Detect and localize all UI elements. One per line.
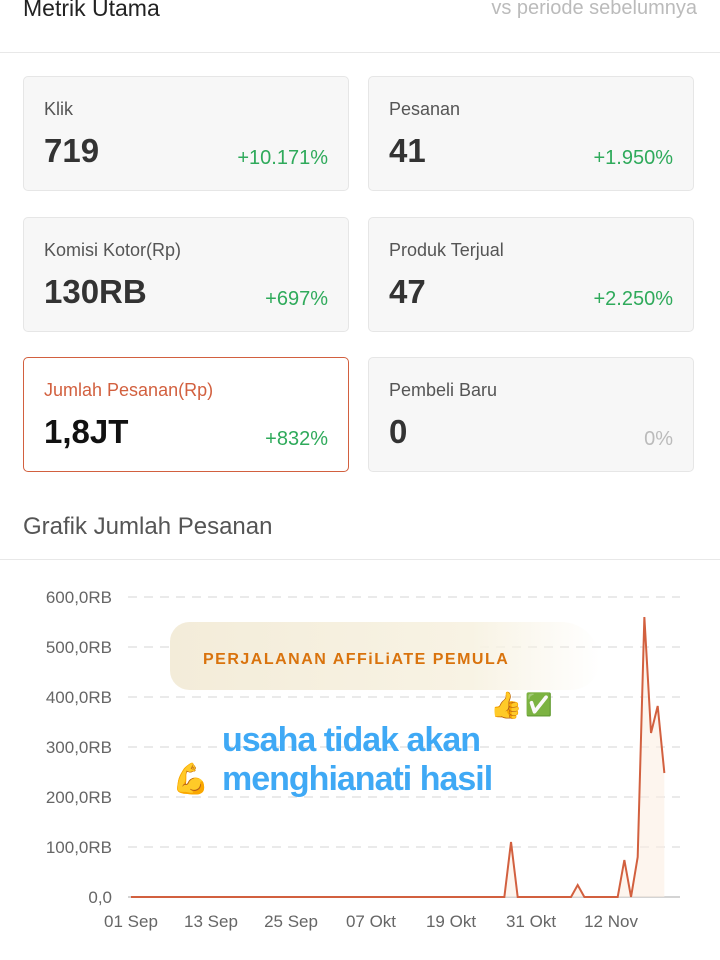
flexed-biceps-icon: 💪 — [172, 763, 210, 796]
overlay-banner: PERJALANAN AFFiLiATE PEMULA — [170, 618, 620, 693]
metric-card[interactable]: Pembeli Baru 0 0% — [368, 357, 694, 472]
x-tick-label: 12 Nov — [584, 912, 638, 931]
metric-label: Pembeli Baru — [389, 380, 498, 400]
y-tick-label: 500,0RB — [46, 638, 112, 657]
metric-value: 41 — [389, 132, 426, 169]
metric-value: 0 — [389, 413, 408, 450]
metric-card[interactable]: Jumlah Pesanan(Rp) 1,8JT +832% — [23, 357, 349, 472]
comparison-note: vs periode sebelumnya — [491, 0, 697, 19]
overlay-banner-text: PERJALANAN AFFiLiATE PEMULA — [203, 651, 510, 668]
metric-card[interactable]: Pesanan 41 +1.950% — [368, 76, 694, 191]
order-amount-chart: 0,0 100,0RB 200,0RB 300,0RB 400,0RB 500,0RB 60… — [46, 588, 680, 931]
metric-label: Klik — [44, 99, 74, 119]
cream-smear-graphic — [170, 622, 600, 690]
metric-value: 130RB — [44, 273, 147, 310]
metric-value: 47 — [389, 273, 426, 310]
overlay-motto-line2: menghianati hasil — [222, 760, 493, 798]
metric-change: +1.950% — [593, 147, 673, 169]
metric-change: +2.250% — [593, 288, 673, 310]
metric-value: 1,8JT — [44, 413, 129, 450]
metric-change: 0% — [644, 428, 673, 450]
metric-label: Komisi Kotor(Rp) — [44, 240, 182, 260]
y-tick-label: 0,0 — [88, 888, 112, 907]
metric-label: Produk Terjual — [389, 240, 504, 260]
metric-label: Jumlah Pesanan(Rp) — [44, 380, 214, 400]
y-tick-label: 200,0RB — [46, 788, 112, 807]
section-header: Metrik Utama vs periode sebelumnya — [23, 0, 697, 28]
check-mark-icon: ✅ — [525, 692, 553, 717]
x-tick-label: 25 Sep — [264, 912, 318, 931]
metric-card[interactable]: Produk Terjual 47 +2.250% — [368, 217, 694, 332]
section-title: Metrik Utama — [23, 0, 160, 21]
metric-value: 719 — [44, 132, 100, 169]
metric-change: +697% — [265, 288, 328, 310]
divider — [0, 52, 720, 53]
y-tick-label: 300,0RB — [46, 738, 112, 757]
metric-change: +10.171% — [237, 147, 328, 169]
chart-title: Grafik Jumlah Pesanan — [23, 513, 273, 540]
x-tick-label: 31 Okt — [506, 912, 556, 931]
y-tick-label: 100,0RB — [46, 838, 112, 857]
x-tick-label: 01 Sep — [104, 912, 158, 931]
metric-change: +832% — [265, 428, 328, 450]
x-tick-label: 19 Okt — [426, 912, 476, 931]
metric-label: Pesanan — [389, 99, 461, 119]
divider — [0, 559, 720, 560]
metric-card[interactable]: Klik 719 +10.171% — [23, 76, 349, 191]
y-tick-label: 400,0RB — [46, 688, 112, 707]
x-tick-label: 13 Sep — [184, 912, 238, 931]
y-tick-label: 600,0RB — [46, 588, 112, 607]
thumbs-up-icon: 👍 — [490, 690, 523, 720]
metric-card[interactable]: Komisi Kotor(Rp) 130RB +697% — [23, 217, 349, 332]
overlay-motto-line1: usaha tidak akan — [222, 721, 481, 759]
x-tick-label: 07 Okt — [346, 912, 396, 931]
